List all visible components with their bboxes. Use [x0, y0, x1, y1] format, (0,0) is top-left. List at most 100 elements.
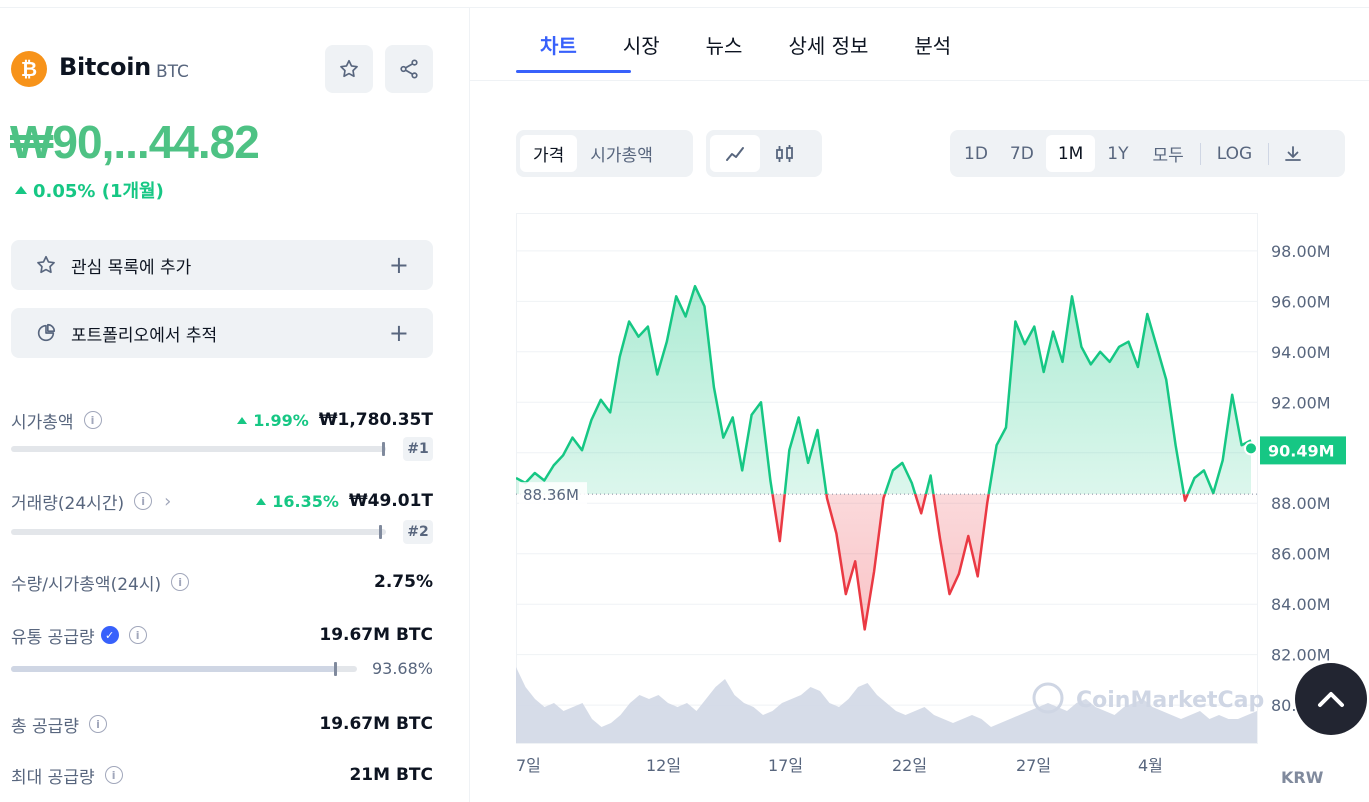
info-icon[interactable]: i: [104, 766, 123, 784]
rank-bar: [11, 442, 386, 456]
rank-bar-marker: [382, 442, 386, 456]
tabs-divider: [470, 80, 1369, 81]
chart-type-toggle: 가격 시가총액: [516, 130, 693, 177]
price-change: 0.05% (1개월): [15, 177, 164, 203]
tab-news[interactable]: 뉴스: [705, 34, 743, 58]
tab-markets[interactable]: 시장: [622, 34, 660, 58]
add-to-watchlist-label: 관심 목록에 추가: [71, 257, 192, 278]
x-tick-label: 27일: [1016, 756, 1051, 775]
download-button[interactable]: [1273, 135, 1313, 172]
coin-name: Bitcoin: [59, 53, 151, 81]
y-tick-label: 96.00M: [1271, 292, 1331, 311]
tab-analysis[interactable]: 분석: [914, 34, 952, 58]
info-icon[interactable]: i: [134, 492, 153, 510]
x-tick-label: 22일: [892, 756, 927, 775]
current-price-dot: [1244, 441, 1258, 456]
plus-icon: +: [388, 251, 409, 279]
current-price-label: 90.49M: [1268, 441, 1335, 460]
chart-style-toggle: [706, 130, 822, 177]
up-arrow-icon: [237, 416, 248, 424]
divider: [1268, 142, 1270, 165]
y-tick-label: 98.00M: [1271, 242, 1331, 261]
x-tick-label: 12일: [646, 756, 681, 775]
info-icon[interactable]: i: [128, 626, 147, 644]
stat-change: 16.35%: [256, 492, 339, 511]
watermark: CoinMarketCap: [1076, 688, 1264, 713]
x-tick-label: 17일: [768, 756, 803, 775]
up-arrow-icon: [15, 186, 27, 194]
stat-label: 거래량(24시간): [11, 493, 125, 514]
bitcoin-logo-icon: ₿: [11, 51, 47, 87]
stat-value: 21M BTC: [349, 765, 433, 785]
track-portfolio-label: 포트폴리오에서 추적: [71, 325, 218, 346]
supply-progress-fill: [11, 665, 336, 672]
download-icon: [1285, 145, 1302, 161]
coin-summary-panel: [0, 8, 470, 802]
stat-label: 시가총액: [11, 412, 74, 433]
candlestick-icon: [776, 144, 793, 162]
price-chart-svg: 98.00M96.00M94.00M92.00M90.00M88.00M86.0…: [516, 213, 1346, 787]
top-border: [0, 7, 1369, 8]
range-1m[interactable]: 1M: [1045, 135, 1096, 172]
track-portfolio-button[interactable]: 포트폴리오에서 추적 +: [11, 308, 433, 358]
stat-volume-market-cap: 수량/시가총액(24시) i 2.75%: [11, 570, 433, 595]
stat-change-value: 16.35%: [272, 491, 339, 511]
range-7d[interactable]: 7D: [1009, 143, 1034, 164]
favorite-button[interactable]: [325, 45, 373, 93]
tab-chart[interactable]: 차트: [516, 30, 631, 73]
info-icon[interactable]: i: [88, 715, 107, 733]
y-tick-label: 94.00M: [1271, 343, 1331, 362]
range-1d[interactable]: 1D: [964, 143, 988, 164]
x-tick-label: 4월: [1138, 756, 1163, 775]
stat-value: ₩1,780.35T: [318, 410, 433, 430]
rank-badge: #1: [403, 437, 433, 461]
line-chart-button[interactable]: [710, 135, 760, 172]
stat-value: ₩49.01T: [348, 491, 433, 511]
current-price-tag: [1260, 436, 1346, 465]
price-area-down: [772, 494, 1188, 630]
share-button[interactable]: [385, 45, 433, 93]
stat-label: 수량/시가총액(24시): [11, 574, 162, 595]
log-scale-toggle[interactable]: LOG: [1216, 143, 1253, 164]
price-toggle[interactable]: 가격: [520, 135, 578, 172]
add-to-watchlist-button[interactable]: 관심 목록에 추가 +: [11, 240, 433, 290]
stat-value: 19.67M BTC: [319, 714, 433, 734]
range-1y[interactable]: 1Y: [1107, 143, 1129, 164]
time-range-selector: 1D 7D 1M 1Y 모두 LOG: [950, 130, 1345, 177]
price-chart[interactable]: 98.00M96.00M94.00M92.00M90.00M88.00M86.0…: [516, 213, 1369, 802]
info-icon[interactable]: i: [171, 573, 190, 591]
market-cap-toggle[interactable]: 시가총액: [590, 146, 653, 166]
y-tick-label: 82.00M: [1271, 646, 1331, 665]
rank-badge: #2: [403, 520, 433, 544]
candlestick-button[interactable]: [760, 135, 810, 172]
tab-details[interactable]: 상세 정보: [788, 34, 869, 58]
y-tick-label: 88.00M: [1271, 494, 1331, 513]
stat-label: 유통 공급량: [11, 627, 95, 648]
baseline-label: 88.36M: [523, 486, 579, 504]
rank-bar: [11, 525, 386, 539]
price-line-down: [771, 494, 1214, 631]
plus-icon: +: [388, 319, 409, 347]
info-icon[interactable]: i: [83, 411, 102, 429]
range-all[interactable]: 모두: [1152, 146, 1184, 166]
chevron-right-icon[interactable]: ›: [164, 490, 172, 512]
stat-label: 최대 공급량: [11, 767, 95, 788]
supply-progress-marker: [334, 661, 338, 676]
price-area-up: [516, 286, 1251, 495]
y-tick-label: 84.00M: [1271, 595, 1331, 614]
coinmarketcap-logo-icon: [1032, 682, 1064, 714]
stat-change-value: 1.99%: [253, 410, 309, 430]
stat-label: 총 공급량: [11, 716, 79, 737]
y-tick-label: 86.00M: [1271, 545, 1331, 564]
stat-change: 1.99%: [237, 411, 309, 430]
scroll-to-top-button[interactable]: [1295, 663, 1367, 735]
x-tick-label: 7일: [516, 756, 541, 775]
share-icon: [400, 59, 418, 79]
baseline-label-bg: [519, 482, 587, 505]
verified-icon: ✓: [100, 626, 119, 644]
coin-price: ₩90,...44.82: [10, 116, 260, 168]
star-icon: [340, 59, 358, 78]
price-line-up: [516, 284, 1252, 495]
detail-tabs: 차트 시장 뉴스 상세 정보 분석: [516, 30, 997, 73]
supply-progress-bar: [11, 661, 357, 676]
